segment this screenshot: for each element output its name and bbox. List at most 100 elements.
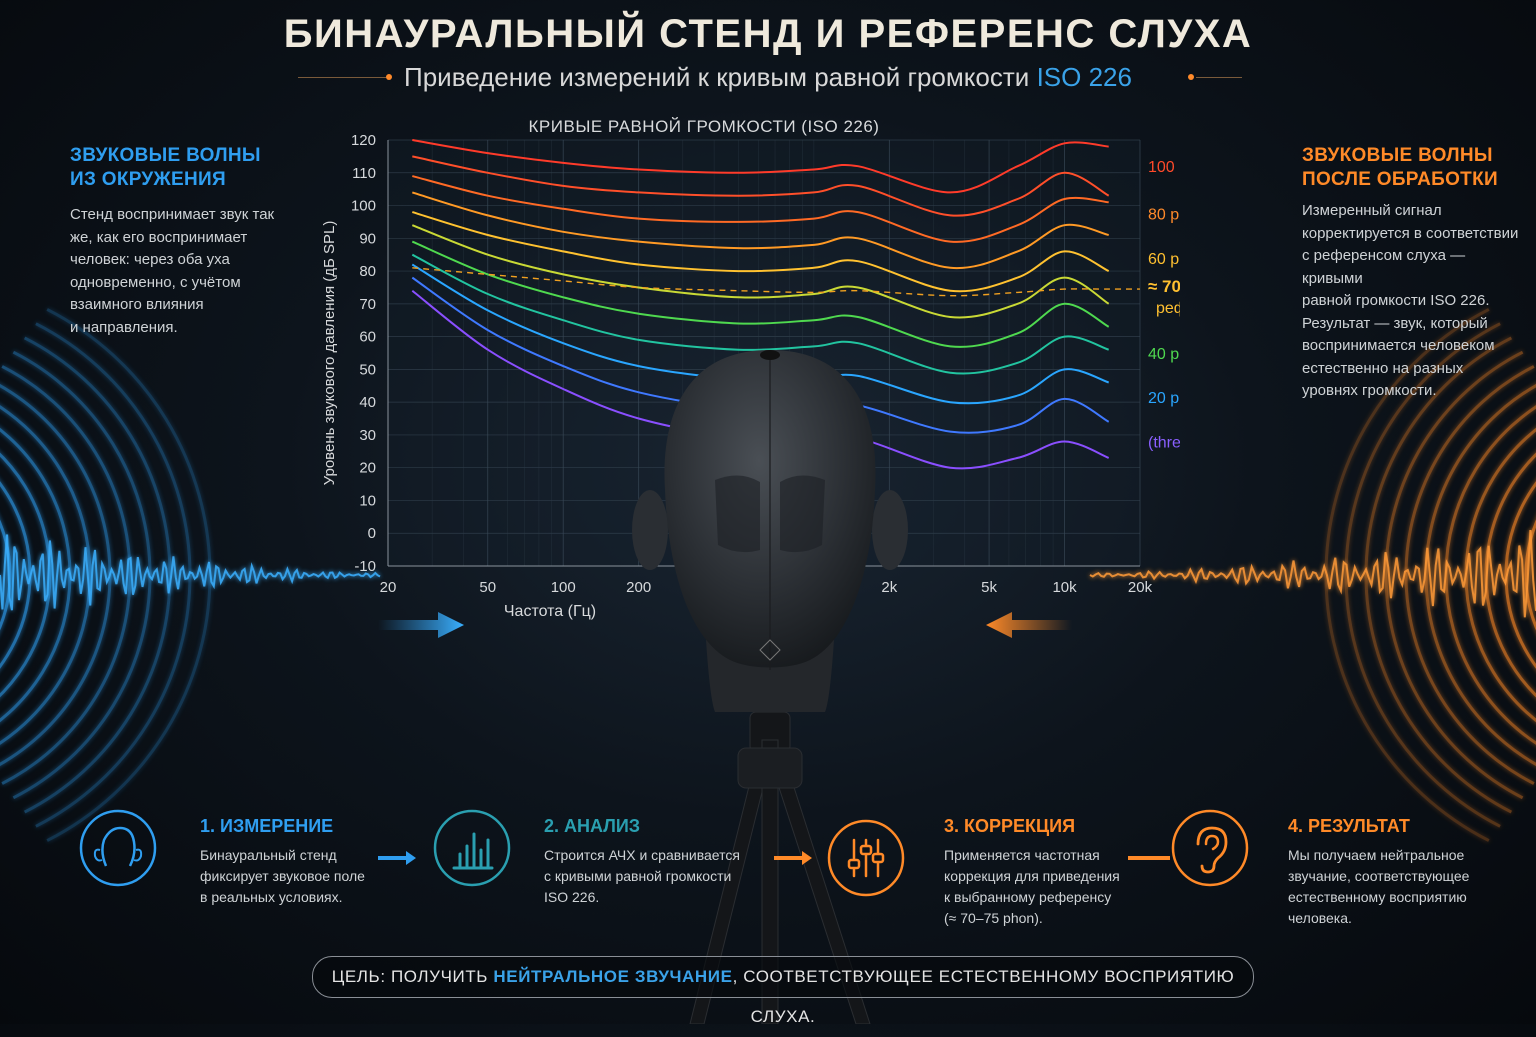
x-tick-label: 10k bbox=[1052, 579, 1077, 596]
tripod bbox=[689, 711, 871, 1024]
curve-label: (threshold) bbox=[1148, 434, 1180, 451]
step-4-line: человека. bbox=[1288, 910, 1352, 926]
x-axis-label: Частота (Гц) bbox=[504, 603, 596, 620]
left-text-line: Стенд воспринимает звук так bbox=[70, 206, 275, 223]
left-text-line: одновременно, с учётом bbox=[70, 273, 241, 291]
waveform-left bbox=[0, 534, 381, 611]
x-tick-label: 200 bbox=[626, 579, 651, 596]
y-tick-label: 10 bbox=[359, 492, 376, 509]
step-4-text: Мы получаем нейтральное звучание, соотве… bbox=[1288, 845, 1508, 929]
subtitle-main: Приведение измерений к кривым равной гро… bbox=[404, 62, 1030, 92]
y-axis-label: Уровень звукового давления (дБ SPL) bbox=[321, 221, 338, 486]
step-4-line: Мы получаем нейтральное bbox=[1288, 847, 1465, 863]
right-text-line: уровнях громкости. bbox=[1302, 382, 1437, 399]
y-tick-label: 40 bbox=[359, 394, 376, 411]
step-1-line: Бинауральный стенд bbox=[200, 847, 337, 863]
step-arrow-2 bbox=[774, 851, 812, 865]
loudness-curve-4 bbox=[412, 211, 1110, 293]
goal-highlight: НЕЙТРАЛЬНОЕ ЗВУЧАНИЕ bbox=[493, 967, 733, 986]
step-1-text: Бинауральный стенд фиксирует звуковое по… bbox=[200, 845, 420, 908]
goal-prefix: ЦЕЛЬ: ПОЛУЧИТЬ bbox=[331, 967, 489, 986]
waveform-right bbox=[1089, 529, 1536, 618]
equalizer-sliders-icon bbox=[827, 819, 905, 897]
y-tick-label: 120 bbox=[351, 132, 376, 149]
y-tick-label: 90 bbox=[359, 230, 376, 247]
subtitle-row: Приведение измерений к кривым равной гро… bbox=[0, 60, 1536, 96]
y-tick-label: 80 bbox=[359, 263, 376, 280]
wave-arc-right bbox=[1504, 481, 1536, 669]
x-tick-label: 20 bbox=[380, 579, 397, 596]
wave-arc-right bbox=[1364, 336, 1513, 814]
left-heading-line2: ИЗ ОКРУЖЕНИЯ bbox=[70, 169, 226, 190]
step-4-line: естественному восприятию bbox=[1288, 889, 1467, 905]
y-tick-label: 50 bbox=[359, 361, 376, 378]
binaural-dummy-head bbox=[632, 350, 908, 1024]
wave-arc-left bbox=[0, 519, 12, 631]
left-text-line: и направления. bbox=[70, 318, 178, 336]
loudness-curve-7 bbox=[411, 253, 1110, 375]
curve-label: 100 phon bbox=[1148, 159, 1180, 176]
y-tick-label: 110 bbox=[352, 165, 376, 182]
curve-label: 40 phon bbox=[1148, 346, 1180, 363]
step-2-line: с кривыми равной громкости bbox=[544, 868, 732, 884]
y-tick-label: 20 bbox=[359, 460, 376, 477]
step-4-line: звучание, соответствующее bbox=[1288, 868, 1470, 884]
wave-arc-right bbox=[1384, 350, 1524, 800]
step-3-line: к выбранному референсу bbox=[944, 889, 1112, 905]
curve-label: 60 phon bbox=[1148, 251, 1180, 268]
left-text-line: человек: через оба уха bbox=[70, 251, 230, 268]
step-3-text: Применяется частотная коррекция для прив… bbox=[944, 845, 1164, 929]
wave-arc-left bbox=[23, 336, 172, 814]
loudness-curve-3 bbox=[411, 191, 1109, 270]
goal-suffix: , СООТВЕТСТВУЮЩЕЕ ЕСТЕСТВЕННОМУ ВОСПРИЯТ… bbox=[732, 967, 1235, 1026]
step-3-line: Применяется частотная bbox=[944, 847, 1100, 863]
wave-arc-right bbox=[1344, 322, 1501, 828]
curve-label: 20 phon bbox=[1148, 390, 1180, 407]
y-tick-label: 60 bbox=[359, 329, 376, 346]
step-1-line: в реальных условиях. bbox=[200, 889, 343, 905]
loudness-curve-2 bbox=[412, 175, 1109, 243]
step-arrow-3 bbox=[1128, 856, 1170, 860]
step-4-title: 4. РЕЗУЛЬТАТ bbox=[1288, 816, 1410, 836]
page-title: БИНАУРАЛЬНЫЙ СТЕНД И РЕФЕРЕНС СЛУХА bbox=[283, 12, 1253, 56]
wave-arc-left bbox=[0, 405, 92, 745]
wave-arc-left bbox=[0, 383, 112, 767]
step-2-text: Строится АЧХ и сравнивается с кривыми ра… bbox=[544, 845, 764, 908]
right-heading-line1: ЗВУКОВЫЕ ВОЛНЫ bbox=[1302, 145, 1493, 166]
right-panel-heading: ЗВУКОВЫЕ ВОЛНЫ ПОСЛЕ ОБРАБОТКИ bbox=[1302, 144, 1522, 192]
x-tick-label: 100 bbox=[551, 579, 576, 596]
outgoing-arrow-right bbox=[986, 612, 1072, 638]
step-3-title: 3. КОРРЕКЦИЯ bbox=[944, 816, 1076, 836]
x-tick-label: 5k bbox=[981, 579, 997, 596]
y-tick-label: 30 bbox=[359, 427, 376, 444]
loudness-curve-6 bbox=[411, 240, 1110, 348]
page-subtitle: Приведение измерений к кривым равной гро… bbox=[0, 62, 1536, 93]
ear-icon bbox=[1171, 809, 1249, 887]
head-with-ears-icon bbox=[79, 809, 157, 887]
step-2-title: 2. АНАЛИЗ bbox=[544, 816, 641, 836]
subtitle-divider-left bbox=[298, 77, 386, 78]
left-text-line: взаимного влияния bbox=[70, 296, 204, 313]
subtitle-accent: ISO 226 bbox=[1036, 62, 1132, 92]
left-text-line: же, как его воспринимает bbox=[70, 228, 248, 246]
incoming-arrow-left bbox=[378, 612, 464, 638]
right-text-line: естественно на разных bbox=[1302, 359, 1464, 377]
chart-title: КРИВЫЕ РАВНОЙ ГРОМКОСТИ (ISO 226) bbox=[529, 117, 880, 136]
right-text-line: корректируется в соответствии bbox=[1302, 224, 1519, 242]
right-text-line: воспринимается человеком bbox=[1302, 337, 1495, 354]
step-1-line: фиксирует звуковое поле bbox=[200, 868, 365, 884]
x-tick-label: 2k bbox=[881, 579, 897, 596]
right-text-line: Измеренный сигнал bbox=[1302, 202, 1442, 219]
reference-line bbox=[412, 267, 1140, 297]
x-tick-label: 20k bbox=[1128, 579, 1153, 596]
right-text-line: Результат — звук, который bbox=[1302, 314, 1488, 332]
y-tick-label: -10 bbox=[354, 558, 376, 575]
curve-label: 80 phon bbox=[1148, 207, 1180, 224]
loudness-curve-1 bbox=[412, 155, 1110, 217]
left-panel-heading: ЗВУКОВЫЕ ВОЛНЫ ИЗ ОКРУЖЕНИЯ bbox=[70, 144, 330, 192]
bar-chart-icon bbox=[433, 809, 511, 887]
curve-label: референс bbox=[1156, 300, 1180, 317]
left-panel-text: Стенд воспринимает звук так же, как его … bbox=[70, 204, 320, 339]
step-3-line: коррекция для приведения bbox=[944, 868, 1120, 884]
